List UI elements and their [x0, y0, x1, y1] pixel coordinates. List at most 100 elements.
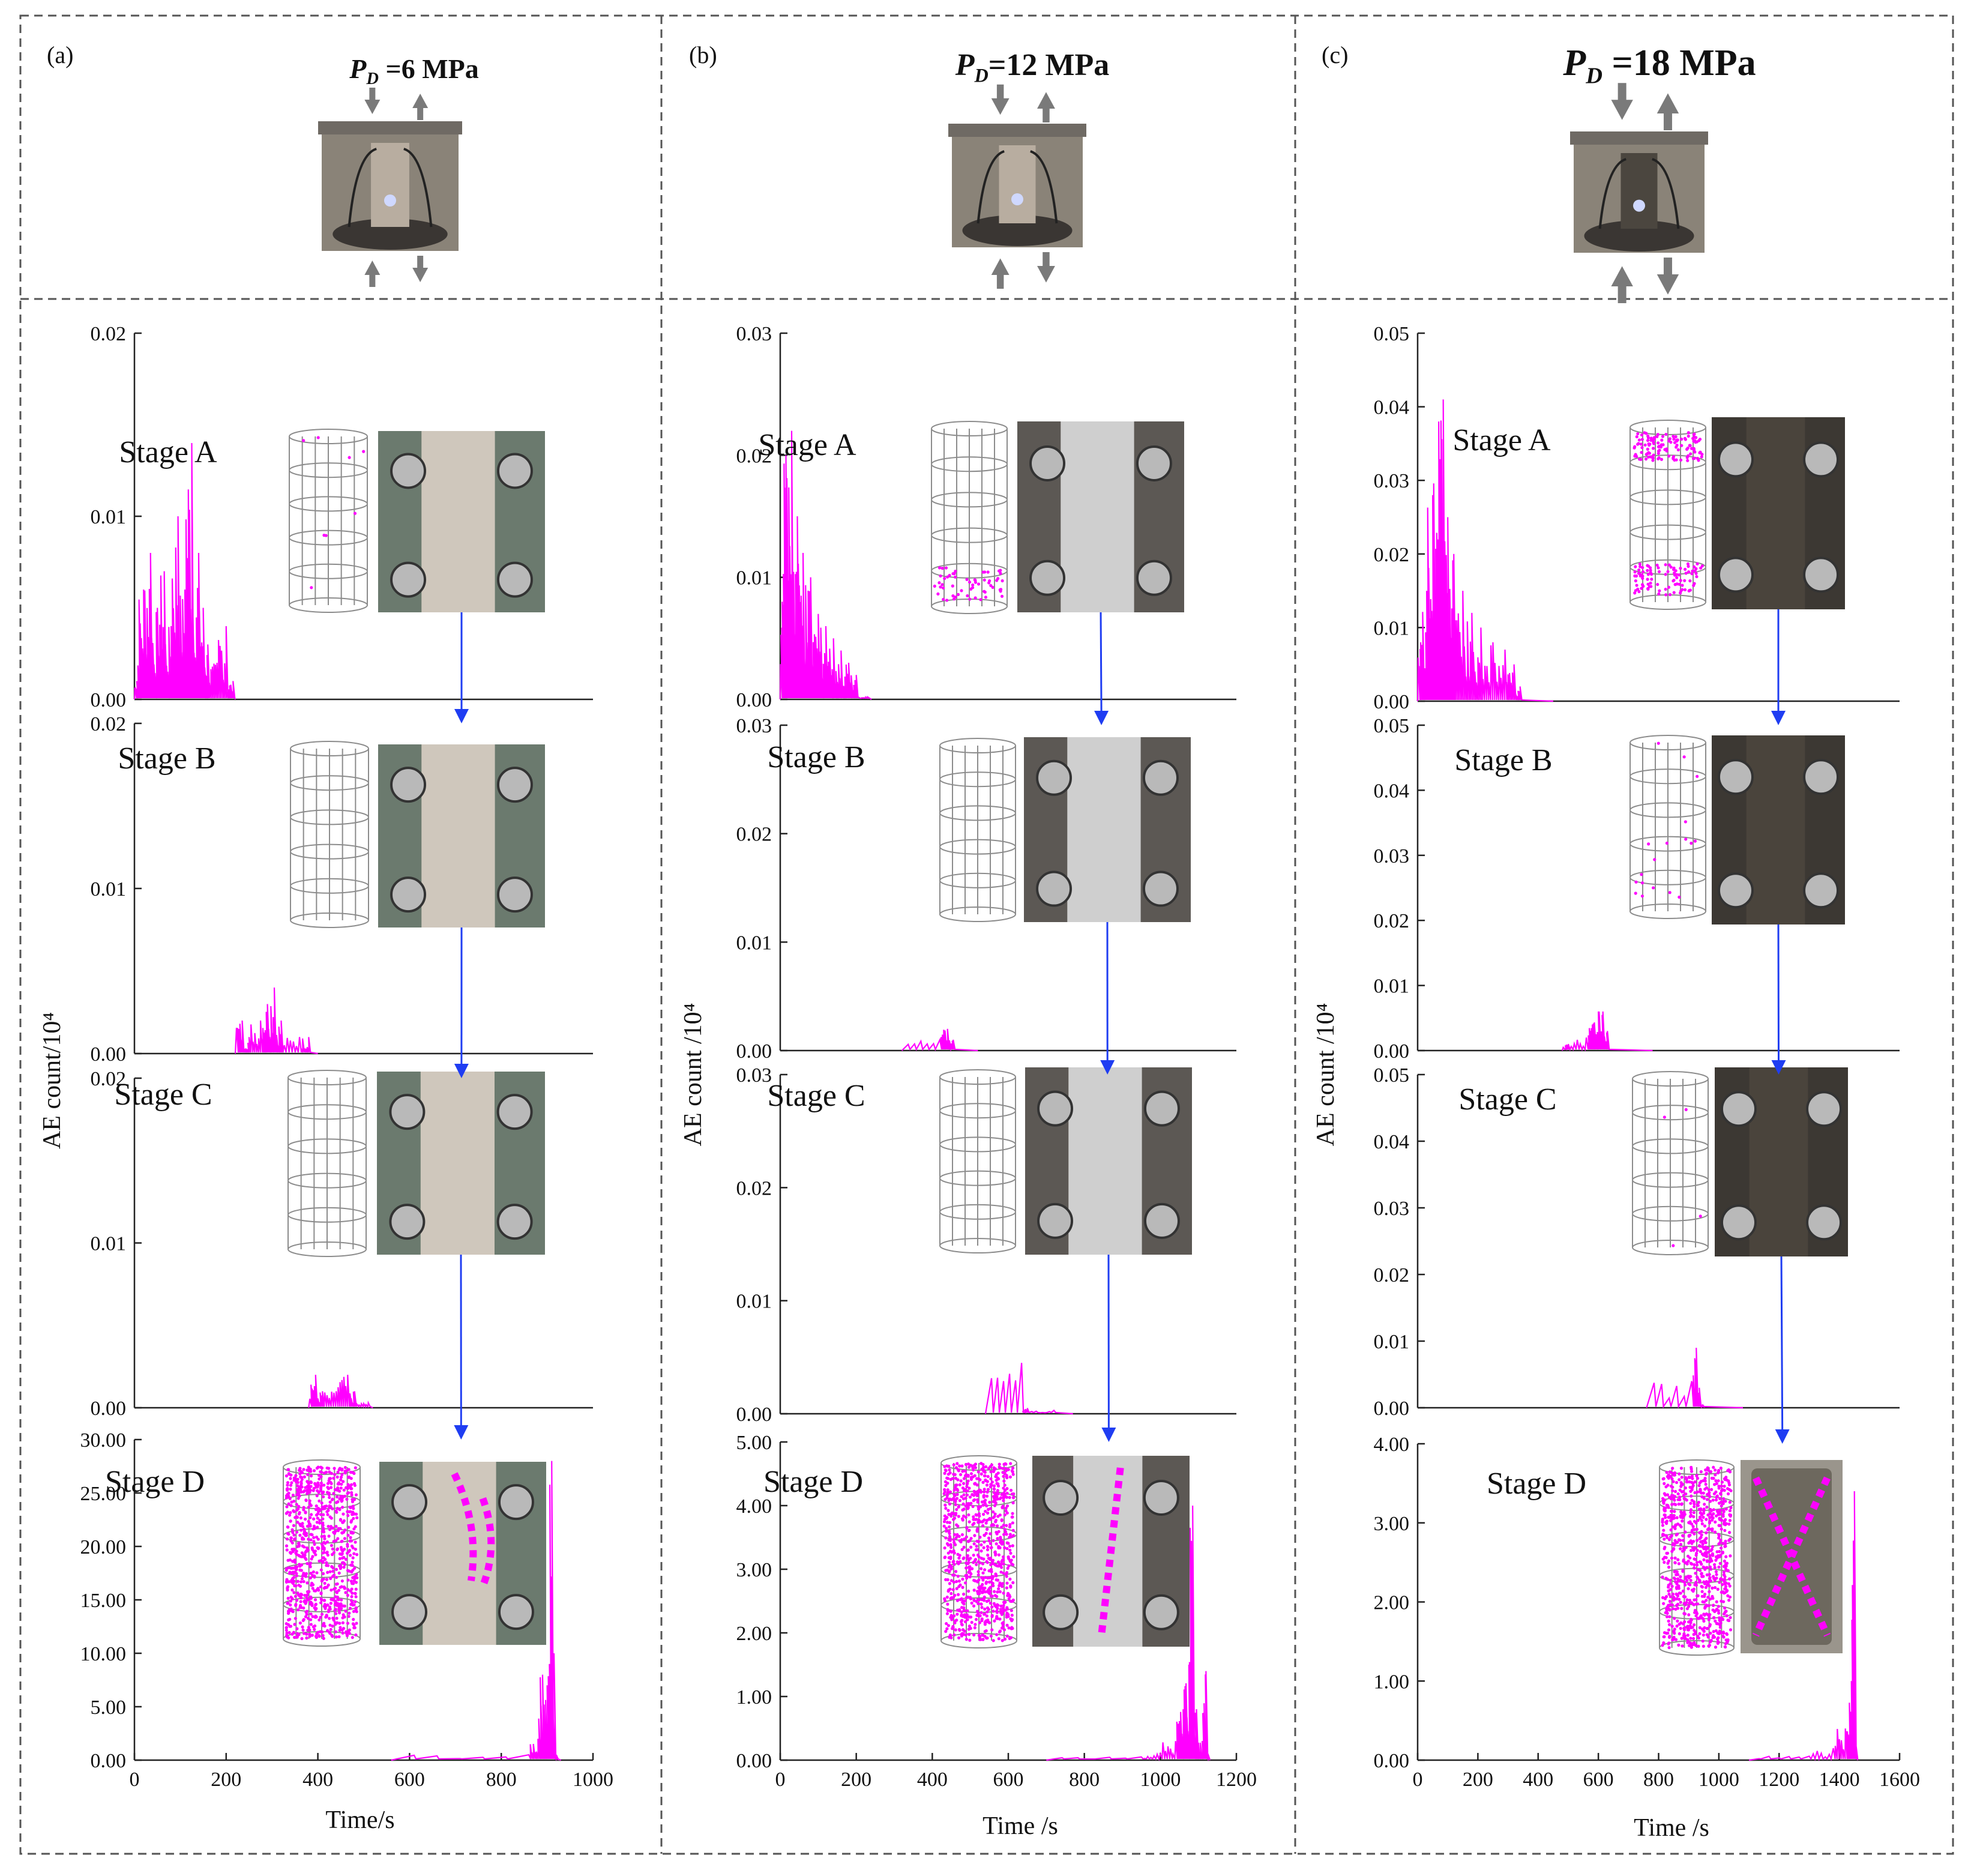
ae-event-dot	[1719, 1577, 1723, 1581]
ae-event-dot	[968, 1539, 972, 1543]
ae-event-dot	[302, 1618, 305, 1621]
ae-event-dot	[960, 1517, 964, 1521]
ae-event-dot	[316, 1489, 319, 1492]
ae-event-dot	[302, 1506, 305, 1509]
ae-event-dot	[1005, 1487, 1009, 1491]
ae-event-dot	[1680, 1476, 1684, 1479]
ae-event-dot	[1709, 1597, 1712, 1601]
ae-event-dot	[948, 1468, 951, 1472]
ae-event-dot	[996, 1590, 999, 1594]
ae-event-dot	[1706, 1546, 1710, 1550]
pressure-title: PD=12 MPa	[955, 48, 1110, 86]
ae-event-dot	[1666, 1561, 1670, 1565]
ae-event-dot	[1690, 1542, 1694, 1545]
ae-event-dot	[1721, 1582, 1724, 1587]
ae-event-dot	[990, 1605, 994, 1609]
ae-event-dot	[1706, 1627, 1709, 1630]
ae-event-dot	[1008, 1495, 1011, 1500]
ae-event-dot	[351, 1498, 354, 1501]
ae-event-dot	[1675, 1570, 1679, 1573]
crack-trace	[479, 1497, 495, 1588]
y-tick-label: 0.00	[1374, 1040, 1410, 1063]
ae-event-dot	[1690, 1522, 1694, 1526]
ae-event-dot	[286, 1596, 290, 1600]
ae-event-dot	[965, 1576, 969, 1580]
ae-event-dot	[304, 1575, 308, 1578]
ae-event-dot	[292, 1500, 296, 1503]
ae-event-dot	[309, 1474, 313, 1478]
ae-event-dot	[946, 1551, 950, 1555]
ae-event-dot	[961, 1599, 965, 1603]
ae-event-dot	[1718, 1516, 1721, 1520]
ae-event-dot	[1645, 453, 1648, 456]
ae-event-dot	[319, 1487, 323, 1491]
ae-event-dot	[957, 1515, 960, 1518]
ae-event-dot	[352, 1618, 355, 1621]
ae-event-dot	[330, 1543, 334, 1548]
ae-event-dot	[1703, 1479, 1707, 1483]
ae-event-dot	[1669, 1595, 1672, 1599]
ae-event-dot	[1660, 457, 1664, 461]
ae-event-dot	[971, 583, 975, 587]
ae-event-dot	[946, 1509, 950, 1512]
ae-event-dot	[1697, 1501, 1701, 1504]
ae-event-dot	[983, 578, 986, 582]
ae-event-dot	[1704, 1585, 1708, 1589]
ae-event-dot	[958, 1464, 961, 1468]
ae-event-dot	[966, 1595, 970, 1599]
sensor-clamp	[1029, 445, 1066, 481]
ae-event-dot	[346, 1578, 350, 1582]
ae-event-dot	[330, 1588, 333, 1592]
ae-event-dot	[978, 1520, 981, 1524]
ae-event-dot	[1696, 562, 1699, 566]
specimen-photo	[378, 431, 545, 612]
ae-event-dot	[290, 1580, 293, 1584]
ae-event-dot	[998, 1629, 1002, 1633]
ae-event-dot	[1001, 1585, 1004, 1588]
ae-event-dot	[297, 1493, 301, 1497]
specimen-mesh-icon	[1629, 420, 1706, 610]
ae-event-dot	[946, 1609, 950, 1612]
ae-event-dot	[1718, 1581, 1721, 1584]
rock-specimen	[1067, 737, 1141, 922]
ae-event-dot	[1699, 1549, 1702, 1554]
ae-event-dot	[313, 1482, 317, 1485]
y-tick-label: 0.04	[1374, 1131, 1410, 1153]
ae-event-dot	[1640, 438, 1644, 441]
ae-event-dot	[331, 1616, 335, 1620]
ae-event-dot	[1636, 432, 1640, 436]
ae-event-dot	[1642, 584, 1645, 588]
ae-event-dot	[347, 1468, 351, 1471]
ae-event-dot	[315, 1632, 319, 1636]
ae-event-dot	[1633, 591, 1637, 595]
ae-event-dot	[969, 1464, 972, 1467]
ae-event-dot	[286, 1585, 290, 1588]
rock-specimen	[371, 143, 409, 227]
ae-event-dot	[362, 450, 366, 453]
ae-event-dot	[284, 1474, 289, 1478]
ae-event-dot	[992, 1468, 996, 1472]
ae-event-dot	[986, 1548, 990, 1552]
ae-event-dot	[1656, 582, 1660, 587]
ae-event-dot	[1681, 1579, 1684, 1583]
ae-event-dot	[1646, 578, 1649, 581]
ae-event-dot	[1702, 1580, 1706, 1584]
ae-event-dot	[1664, 573, 1667, 576]
ae-event-dot	[958, 1583, 962, 1587]
x-tick-label: 800	[1069, 1769, 1100, 1791]
ae-event-dot	[1666, 1631, 1670, 1635]
ae-event-dot	[305, 1590, 310, 1594]
ae-event-dot	[1712, 1603, 1715, 1607]
ae-event-dot	[324, 534, 328, 537]
ae-event-dot	[966, 1561, 970, 1565]
ae-event-dot	[1007, 1468, 1010, 1471]
ae-event-dot	[1011, 1534, 1016, 1537]
ae-event-dot	[979, 1462, 983, 1465]
ae-event-dot	[981, 1582, 984, 1587]
ae-event-dot	[310, 1633, 314, 1637]
ae-event-dot	[975, 1530, 979, 1533]
ae-event-dot	[349, 1554, 352, 1557]
ae-event-dot	[327, 1534, 331, 1538]
ae-event-dot	[316, 1516, 319, 1520]
ae-event-dot	[331, 1597, 335, 1601]
